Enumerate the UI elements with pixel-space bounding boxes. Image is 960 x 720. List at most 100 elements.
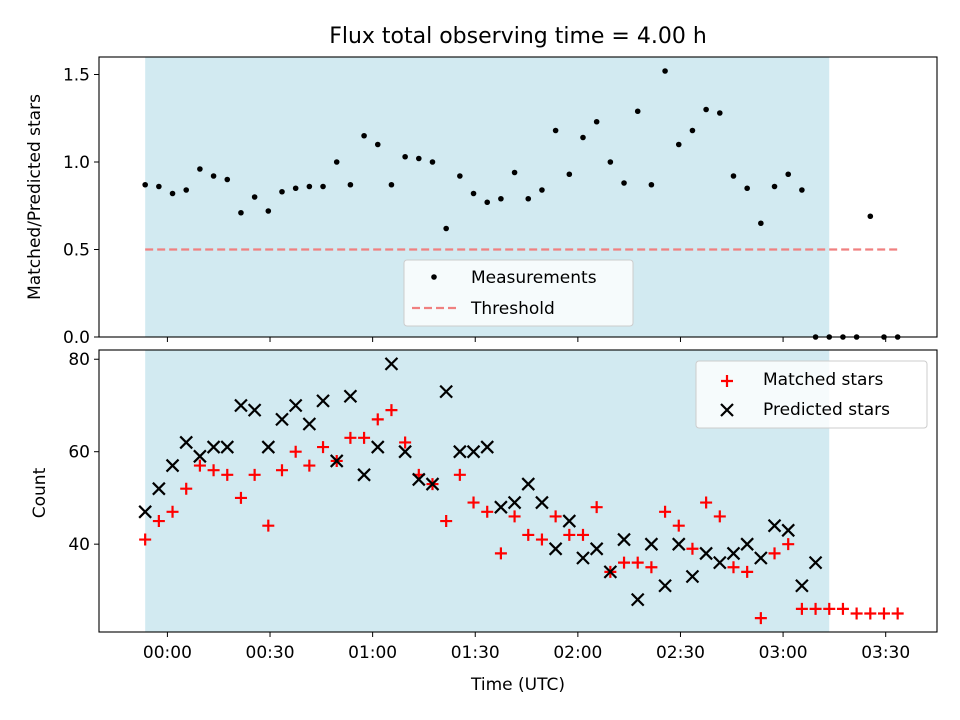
- measurement-point: [552, 127, 559, 134]
- predicted-star-point: [384, 357, 399, 371]
- predicted-star-point: [767, 518, 782, 533]
- measurement-point: [347, 181, 354, 188]
- matched-star-point: [385, 404, 398, 417]
- measurement-point: [306, 183, 313, 190]
- matched-star-point: [713, 510, 726, 523]
- measurement-point: [470, 190, 477, 197]
- measurement-point: [511, 169, 518, 176]
- measurement-point: [689, 127, 696, 134]
- predicted-star-point: [329, 454, 344, 468]
- matched-star-point: [440, 515, 453, 528]
- measurement-point: [292, 185, 299, 192]
- bottom-x-ticks: 00:00 00:30 01:00 01:30 02:00 02:30 03:00 03:30: [143, 632, 910, 663]
- predicted-star-point: [206, 440, 221, 454]
- predicted-stars-points: [138, 357, 823, 607]
- predicted-star-point: [781, 523, 795, 538]
- measurement-point: [251, 194, 258, 200]
- predicted-star-point: [439, 384, 453, 399]
- measurement-point: [156, 183, 162, 190]
- x-tick-label: 01:00: [348, 643, 397, 663]
- predicted-star-point: [357, 468, 371, 482]
- measurement-point: [279, 188, 285, 195]
- predicted-star-point: [412, 472, 426, 487]
- legend-measurements-label: Measurements: [471, 268, 597, 288]
- matched-star-point: [864, 607, 877, 620]
- matched-star-point: [453, 468, 466, 481]
- x-tick-label: 03:00: [759, 643, 808, 663]
- measurement-point: [333, 159, 340, 165]
- predicted-star-point: [480, 440, 494, 454]
- matched-star-point: [467, 496, 480, 509]
- matched-star-point: [371, 413, 384, 426]
- measurement-point: [498, 195, 504, 202]
- top-legend: Measurements Threshold: [403, 259, 634, 327]
- bottom-panel: 40 60 80 00:00 00:30 01:00 01:30 02:00 02:30 03:…: [30, 349, 938, 695]
- measurement-point: [634, 108, 641, 115]
- predicted-star-point: [152, 481, 166, 496]
- matched-star-point: [850, 607, 863, 620]
- bottom-y-tick-label: 40: [68, 535, 90, 555]
- matched-star-point: [891, 607, 904, 620]
- matched-star-point: [522, 528, 535, 541]
- matched-star-point: [207, 464, 220, 477]
- matched-star-point: [248, 468, 261, 481]
- predicted-star-point: [630, 592, 645, 607]
- chart-title: Flux total observing time = 4.00 h: [329, 24, 707, 49]
- predicted-star-point: [808, 555, 823, 570]
- measurement-point: [416, 155, 422, 162]
- legend-matched-label: Matched stars: [763, 370, 883, 390]
- measurement-point: [197, 166, 203, 172]
- legend-predicted-label: Predicted stars: [763, 400, 890, 420]
- matched-star-point: [180, 482, 193, 495]
- measurement-point: [224, 176, 231, 183]
- matched-star-point: [659, 505, 672, 518]
- matched-star-point: [645, 561, 658, 574]
- matched-star-point: [275, 464, 288, 477]
- predicted-star-point: [740, 537, 754, 551]
- matched-star-point: [166, 505, 179, 518]
- legend-matched-marker: [721, 375, 733, 387]
- bottom-y-tick-label: 80: [68, 350, 90, 370]
- measurement-point: [402, 153, 408, 160]
- predicted-star-point: [603, 565, 618, 579]
- measurement-point: [320, 183, 326, 190]
- matched-star-point: [576, 528, 589, 541]
- predicted-star-point: [453, 444, 467, 459]
- legend-measurements-marker: [431, 274, 437, 280]
- measurement-point: [662, 68, 668, 74]
- measurement-point: [238, 209, 244, 216]
- measurement-point: [142, 181, 148, 188]
- matched-star-point: [686, 542, 699, 555]
- bottom-legend: Matched stars Predicted stars: [695, 360, 928, 429]
- measurement-point: [443, 225, 449, 232]
- predicted-star-point: [685, 569, 700, 584]
- measurement-point: [484, 199, 491, 206]
- matched-star-point: [234, 491, 247, 504]
- measurement-point: [593, 118, 600, 125]
- top-y-tick-label: 1.0: [63, 153, 90, 173]
- predicted-star-point: [261, 440, 276, 454]
- measurement-point: [867, 213, 874, 220]
- matched-star-point: [754, 612, 767, 625]
- predicted-star-point: [644, 537, 659, 551]
- matched-star-point: [193, 459, 206, 472]
- top-legend-box: [403, 259, 634, 327]
- predicted-star-point: [302, 417, 317, 431]
- predicted-star-point: [247, 403, 262, 417]
- matched-star-point: [631, 556, 644, 569]
- matched-star-point: [563, 528, 576, 541]
- predicted-star-point: [576, 551, 590, 565]
- predicted-star-point: [179, 435, 193, 450]
- predicted-star-point: [138, 505, 152, 519]
- measurement-point: [388, 181, 395, 188]
- predicted-star-point: [617, 532, 631, 547]
- measurement-points: [142, 68, 901, 340]
- matched-star-point: [221, 468, 234, 481]
- matched-star-point: [877, 607, 890, 620]
- matched-star-point: [317, 441, 330, 454]
- matched-stars-points: [139, 404, 904, 625]
- top-y-axis-label: Matched/Predicted stars: [25, 94, 45, 300]
- x-tick-label: 03:30: [861, 643, 910, 663]
- predicted-star-point: [370, 440, 385, 454]
